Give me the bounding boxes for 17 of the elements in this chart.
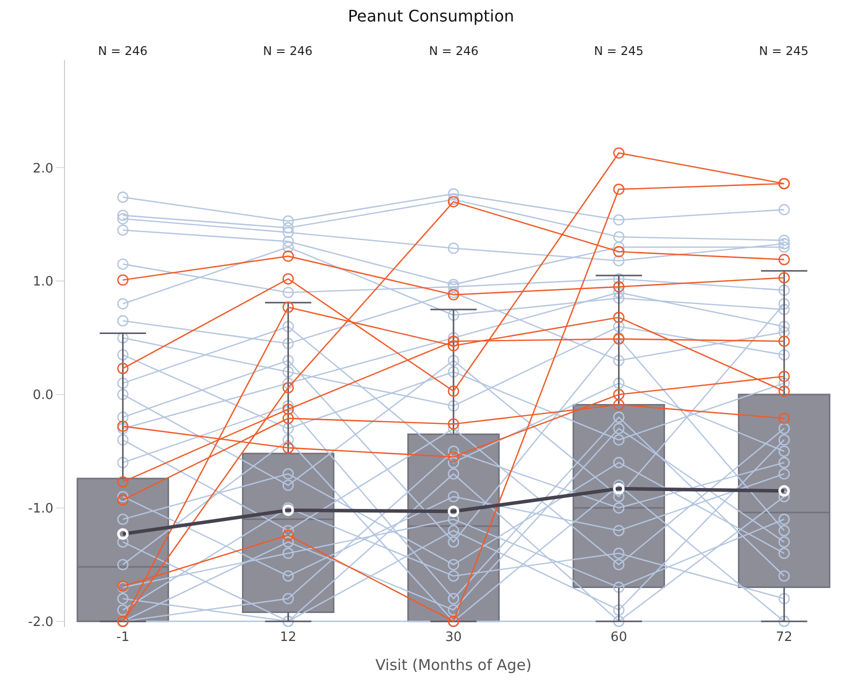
text: N = 245: [759, 44, 809, 58]
text: N = 246: [98, 44, 148, 58]
x-tick-label: -1: [116, 630, 130, 645]
y-tick-label: -2.0: [28, 614, 54, 630]
y-tick-label: 1.0: [32, 274, 54, 290]
x-tick-label: 30: [445, 630, 462, 645]
x-axis-title: Visit (Months of Age): [375, 656, 532, 674]
x-tick-label: 60: [610, 630, 628, 645]
text: N = 245: [594, 44, 644, 58]
text: N = 246: [429, 44, 479, 58]
x-tick-label: 72: [776, 630, 792, 645]
chart-title: Peanut Consumption: [348, 6, 514, 26]
x-tick-label: 12: [280, 630, 296, 645]
y-tick-label: -1.0: [28, 501, 54, 516]
y-tick-label: 0.0: [32, 388, 54, 404]
text: N = 246: [263, 44, 313, 58]
y-tick-label: 2.0: [32, 161, 54, 176]
